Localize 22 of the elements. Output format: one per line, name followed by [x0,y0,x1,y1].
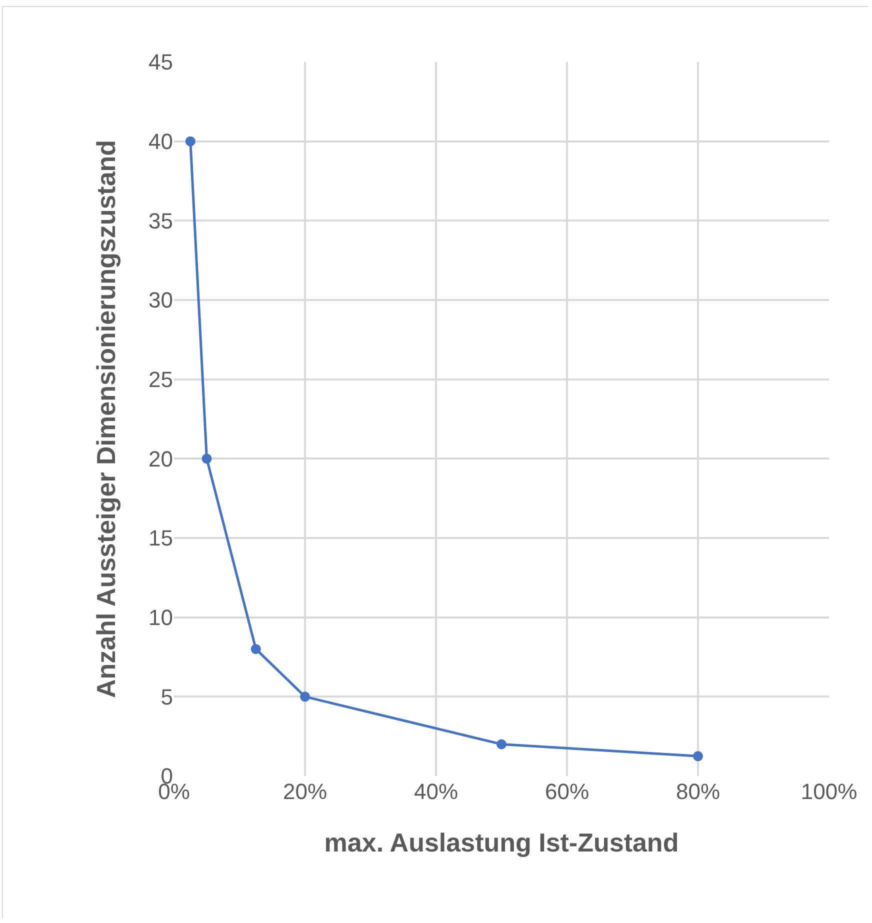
y-tick-label: 40 [148,129,173,154]
x-axis-title: max. Auslastung Ist-Zustand [324,828,679,858]
y-tick-label: 30 [148,288,173,313]
point [693,751,703,762]
y-tick-label: 25 [148,367,173,392]
point [185,136,196,146]
point [250,644,261,654]
point [202,454,212,464]
y-tick-label: 35 [148,208,173,234]
x-tick-label: 100% [800,779,858,804]
y-tick-label: 45 [148,50,173,75]
y-tick-label: 5 [160,684,173,710]
point [300,692,310,702]
y-tick-label: 20 [148,446,173,472]
y-tick-label: 10 [148,605,173,630]
x-tick-label: 80% [676,779,720,804]
x-tick-label: 60% [544,779,590,804]
y-axis-title: Anzahl Aussteiger Dimensionierungszustand [90,140,121,698]
point [496,739,506,750]
x-tick-label: 40% [414,779,458,804]
x-tick-label: 20% [282,779,328,804]
y-tick-label: 15 [148,526,173,551]
